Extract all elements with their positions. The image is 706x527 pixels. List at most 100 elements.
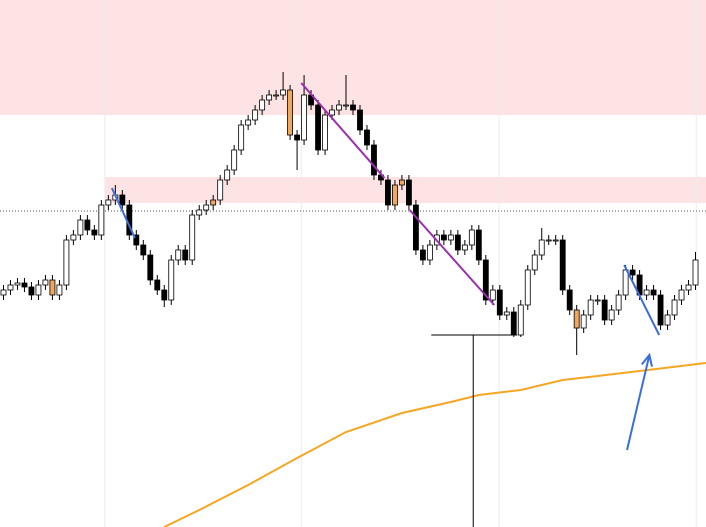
candle [608, 305, 615, 325]
candle [42, 275, 49, 290]
candle [468, 225, 475, 250]
candle-body [301, 94, 307, 141]
candle [419, 245, 426, 265]
candle-body [287, 89, 294, 136]
candle [594, 295, 601, 305]
candle-body [273, 94, 280, 97]
candle-body [692, 259, 699, 286]
candle [84, 215, 91, 235]
candle [350, 100, 356, 115]
candle-body [671, 299, 678, 316]
candle-body [119, 194, 126, 206]
candle [266, 90, 273, 105]
candle [385, 175, 391, 210]
candle [63, 235, 70, 290]
candle-body [252, 109, 259, 121]
candle-body [531, 254, 538, 271]
candle-body [601, 299, 608, 321]
candle-body [266, 94, 273, 101]
candle-body [217, 179, 224, 201]
moving-average [163, 362, 706, 527]
candle-body [98, 204, 105, 236]
candle [538, 228, 545, 260]
candle [559, 235, 566, 295]
candle [315, 100, 321, 155]
candle [238, 120, 245, 155]
candle-body [594, 299, 601, 302]
candle-body [14, 282, 21, 286]
candle-body [545, 239, 552, 242]
candle [461, 240, 468, 255]
candle [364, 125, 370, 150]
candle [336, 100, 342, 115]
candle [133, 230, 140, 250]
candle-body [573, 309, 580, 329]
candle [629, 265, 636, 280]
candle-body [28, 286, 35, 296]
candle [182, 245, 189, 265]
candle [161, 285, 168, 307]
candle [189, 210, 196, 265]
candle [147, 250, 154, 285]
candle [56, 280, 63, 300]
candle-body [643, 289, 650, 296]
arrow [626, 354, 651, 451]
candle-body [371, 144, 377, 176]
candle-body [496, 289, 503, 316]
candle-body [294, 134, 300, 141]
trend-line [623, 264, 661, 336]
candle-body [559, 239, 566, 291]
candle-body [315, 104, 321, 151]
candle [35, 280, 42, 300]
candle-body [392, 184, 398, 206]
trend-line [300, 82, 386, 179]
candle [231, 145, 238, 175]
candle [280, 72, 287, 100]
candle-body [0, 289, 7, 296]
candle [685, 280, 692, 295]
candle-body [63, 239, 70, 286]
candle-body [482, 259, 489, 301]
candle-body [182, 249, 189, 261]
candle-body [503, 311, 510, 316]
zone [104, 177, 706, 203]
candle [154, 275, 161, 295]
candle-body [468, 229, 475, 246]
candle [545, 235, 552, 245]
candle [524, 265, 531, 310]
trend-line [110, 187, 136, 239]
candle-body [77, 219, 84, 236]
candle-body [245, 119, 252, 126]
candle [294, 130, 300, 170]
candle-body [447, 234, 454, 241]
candle-body [461, 244, 468, 251]
candle-body [49, 279, 56, 296]
candle-body [210, 199, 217, 206]
candle-body [189, 214, 196, 261]
candle [406, 175, 412, 210]
candle-body [84, 219, 91, 231]
candle [21, 278, 28, 292]
candle [643, 285, 650, 300]
candle-body [419, 249, 426, 261]
candle [273, 90, 280, 100]
candle-body [657, 294, 664, 326]
candle-body [343, 104, 349, 107]
candle [343, 75, 349, 110]
candle [566, 285, 573, 315]
candle [49, 275, 56, 300]
candle-body [475, 229, 482, 261]
candle [496, 285, 503, 320]
candle [7, 280, 14, 295]
candle-body [412, 204, 419, 251]
candle [671, 295, 678, 320]
candle-body [615, 294, 622, 311]
candle-body [329, 109, 335, 116]
candle-body [336, 104, 342, 111]
candle [252, 105, 259, 125]
candle-body [168, 259, 175, 301]
candle-body [175, 249, 182, 261]
candle-body [650, 289, 657, 296]
candle-body [608, 309, 615, 321]
candle-body [161, 289, 168, 301]
